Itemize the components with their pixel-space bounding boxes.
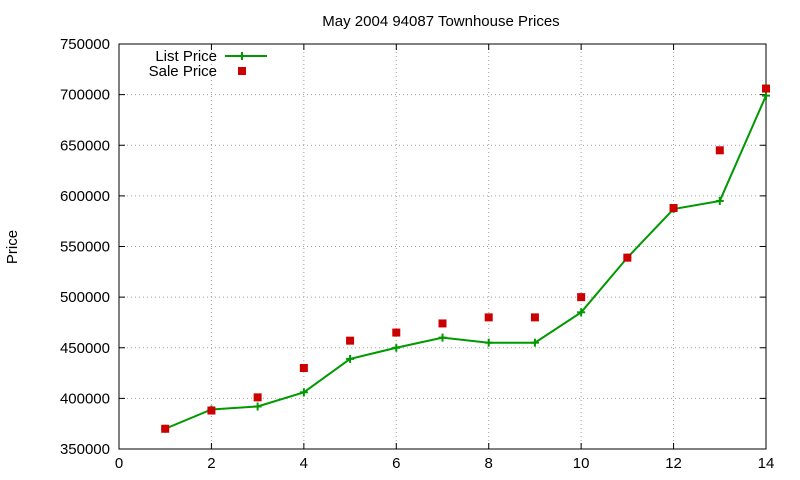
y-tick-label: 600000: [60, 188, 110, 205]
series-line: [164, 95, 767, 430]
x-tick-label: 0: [115, 455, 123, 472]
data-point: [253, 402, 262, 411]
data-point: [346, 354, 355, 363]
axes: 350000 400000 450000 500000 550000 600000 6500…: [60, 36, 774, 472]
x-tick-label: 8: [485, 455, 493, 472]
data-point: [484, 338, 493, 347]
data-point: [762, 84, 770, 93]
data-point: [207, 406, 216, 415]
x-tick-label: 12: [665, 455, 682, 472]
data-point: [392, 328, 401, 337]
data-point: [762, 91, 770, 100]
grid: [119, 44, 766, 449]
y-tick-label: 700000: [60, 87, 110, 104]
x-tick-label: 4: [300, 455, 308, 472]
series-sale-price: [161, 84, 770, 433]
series-list-price: [161, 91, 770, 433]
data-point: [484, 313, 493, 322]
data-point: [577, 308, 586, 317]
data-point: [346, 336, 355, 345]
data-point: [715, 196, 724, 205]
y-tick-label: 400000: [60, 390, 110, 407]
y-axis-label: Price: [4, 230, 21, 264]
y-tick-label: 450000: [60, 340, 110, 357]
data-point: [669, 204, 678, 213]
data-point: [438, 319, 447, 328]
data-point: [715, 146, 724, 155]
data-point: [623, 253, 632, 262]
data-point: [161, 424, 170, 433]
data-point: [530, 338, 539, 347]
x-tick-label: 2: [207, 455, 215, 472]
x-tick-label: 10: [573, 455, 590, 472]
x-tick-label: 6: [392, 455, 400, 472]
plot-area: [161, 84, 770, 433]
legend-marker-sample: [238, 67, 246, 75]
data-point: [530, 313, 539, 322]
data-point: [577, 293, 586, 302]
data-point: [299, 364, 308, 372]
y-tick-label: 650000: [60, 137, 110, 154]
plot-border: [118, 43, 767, 450]
y-tick-label: 550000: [60, 239, 110, 256]
data-point: [392, 343, 401, 352]
chart-title: May 2004 94087 Townhouse Prices: [322, 13, 559, 30]
data-point: [438, 333, 447, 342]
y-tick-label: 350000: [60, 441, 110, 458]
data-point: [299, 388, 308, 397]
y-tick-label: 500000: [60, 289, 110, 306]
legend-label: Sale Price: [149, 63, 217, 80]
y-tick-label: 750000: [60, 36, 110, 53]
data-point: [253, 393, 262, 402]
x-tick-label: 14: [758, 455, 775, 472]
legend-label: List Price: [155, 48, 217, 65]
